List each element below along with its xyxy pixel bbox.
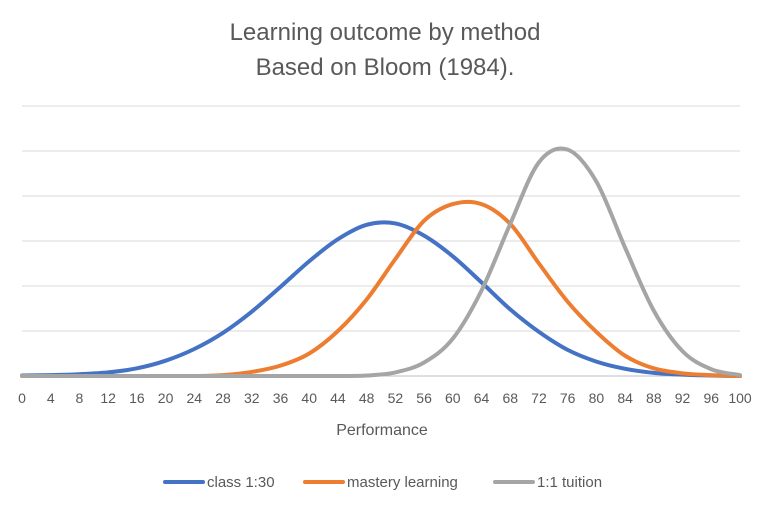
x-tick-label: 28 [215, 390, 231, 406]
x-tick-label: 36 [273, 390, 289, 406]
x-tick-label: 32 [244, 390, 260, 406]
x-tick-label: 8 [76, 390, 84, 406]
x-tick-label: 96 [703, 390, 719, 406]
x-tick-label: 84 [617, 390, 633, 406]
legend-label: 1:1 tuition [537, 474, 602, 491]
legend-label: class 1:30 [207, 474, 275, 491]
x-tick-label: 4 [47, 390, 55, 406]
x-tick-label: 16 [129, 390, 145, 406]
x-tick-label: 20 [158, 390, 174, 406]
x-tick-label: 0 [18, 390, 26, 406]
x-tick-label: 80 [589, 390, 605, 406]
x-axis-title: Performance [336, 422, 428, 439]
x-tick-label: 56 [416, 390, 432, 406]
x-tick-label: 52 [388, 390, 404, 406]
x-tick-label: 12 [100, 390, 116, 406]
gridlines [22, 105, 740, 377]
series-lines [20, 146, 742, 379]
x-tick-labels: 0 4 8 12 16 20 24 28 32 36 40 44 48 52 56 60 64 68 72 76 80 8… [18, 390, 752, 406]
series-line-0 [20, 220, 742, 378]
x-tick-label: 40 [301, 390, 317, 406]
x-tick-label: 100 [728, 390, 752, 406]
x-tick-label: 48 [359, 390, 375, 406]
x-tick-label: 92 [675, 390, 691, 406]
series-line-1 [20, 199, 742, 379]
chart-title: Learning outcome by method [230, 19, 541, 46]
legend-label: mastery learning [347, 474, 458, 491]
x-tick-label: 44 [330, 390, 346, 406]
legend: class 1:30 mastery learning 1:1 tuition [163, 474, 602, 491]
x-tick-label: 60 [445, 390, 461, 406]
chart-subtitle: Based on Bloom (1984). [256, 54, 515, 81]
x-tick-label: 64 [474, 390, 490, 406]
x-tick-label: 88 [646, 390, 662, 406]
x-tick-label: 72 [531, 390, 547, 406]
x-tick-label: 76 [560, 390, 576, 406]
x-tick-label: 68 [502, 390, 518, 406]
series-line-2 [20, 146, 742, 379]
x-tick-label: 24 [187, 390, 203, 406]
